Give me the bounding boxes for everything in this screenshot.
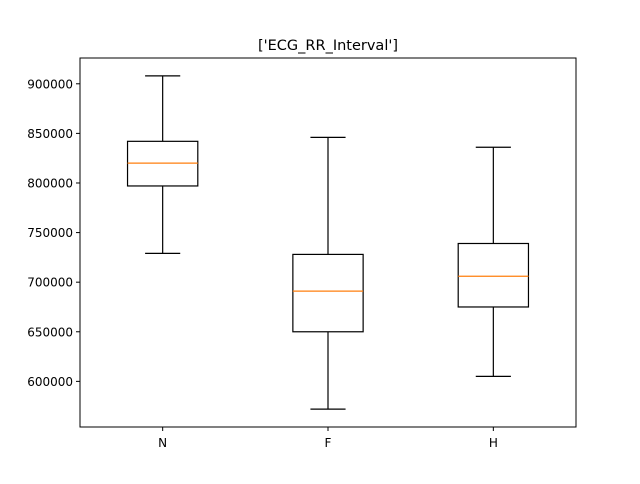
box-group-N: [126, 75, 199, 255]
box-group-H: [457, 146, 530, 378]
x-tick-label: N: [158, 436, 167, 450]
y-tick-label: 900000: [27, 77, 73, 91]
y-tick-label: 850000: [27, 127, 73, 141]
chart-title: ['ECG_RR_Interval']: [258, 38, 398, 54]
y-tick-label: 700000: [27, 276, 73, 290]
y-tick-label: 800000: [27, 176, 73, 190]
y-tick-label: 750000: [27, 226, 73, 240]
y-tick-label: 650000: [27, 325, 73, 339]
iqr-box: [457, 242, 530, 308]
iqr-box: [292, 253, 364, 333]
x-tick-label: F: [325, 436, 332, 450]
axes: 600000 650000 700000 750000 800000 850000 9000…: [27, 57, 577, 450]
x-tick-label: H: [489, 436, 498, 450]
box-group-F: [292, 136, 364, 410]
y-tick-label: 600000: [27, 375, 73, 389]
plot-area: [126, 75, 530, 410]
